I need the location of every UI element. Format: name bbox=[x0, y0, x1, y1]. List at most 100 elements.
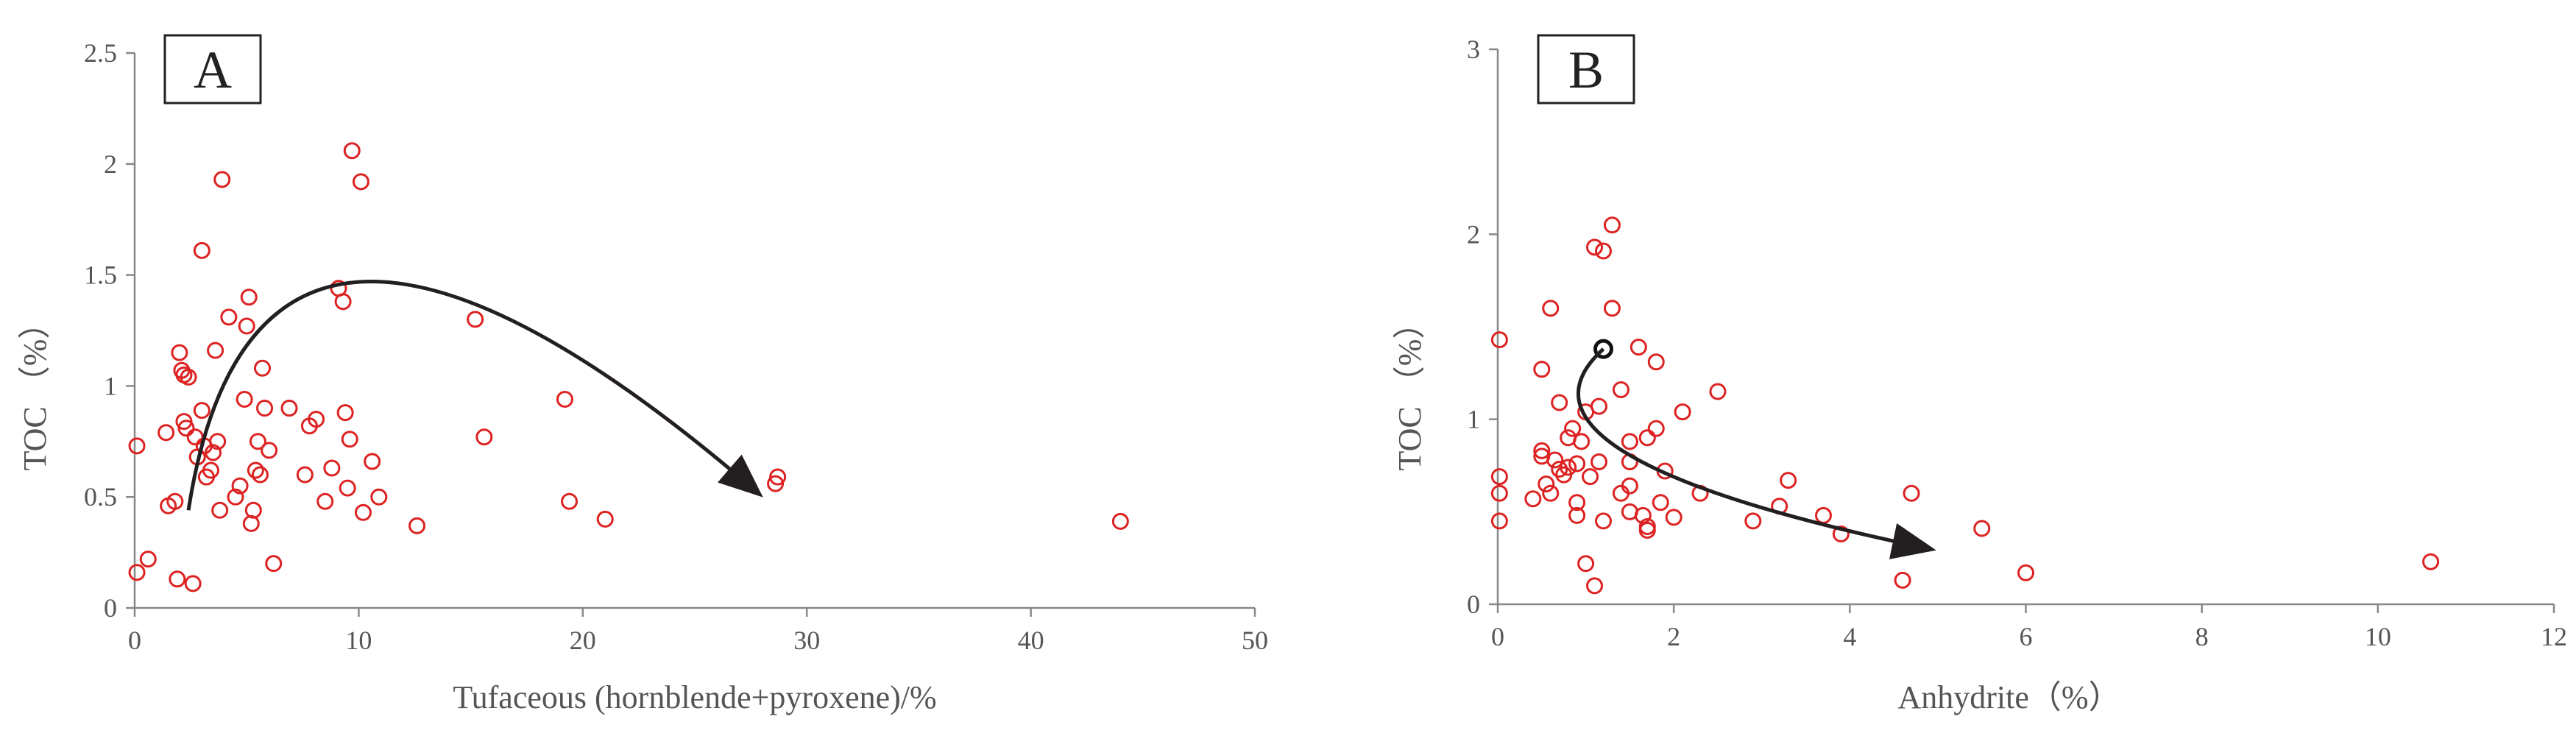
panel-a-data-point bbox=[227, 488, 244, 506]
panel-a-data-point bbox=[166, 492, 184, 510]
panel-a-data-point bbox=[323, 459, 341, 477]
panel-a-x-tick-label: 0 bbox=[128, 626, 141, 655]
panel-a-y-tick-label: 2 bbox=[104, 149, 117, 179]
panel-b-x-tick-label: 4 bbox=[1843, 622, 1856, 651]
panel-a-data-point bbox=[370, 488, 388, 506]
panel-b-y-axis-label: TOC （%） bbox=[1392, 307, 1428, 471]
panel-b-data-point bbox=[1577, 555, 1595, 573]
panel-b-data-point bbox=[1533, 361, 1551, 378]
panel-a-data-point bbox=[261, 442, 278, 459]
panel-b-data-point bbox=[1674, 403, 1691, 421]
panel-a-data-point bbox=[186, 428, 204, 446]
panel-a-trend-arrow bbox=[186, 280, 763, 511]
panel-a-data-point bbox=[128, 437, 146, 455]
panel-a-data-point bbox=[1111, 512, 1129, 530]
panel-b-data-point bbox=[1560, 459, 1577, 476]
panel-b-data-point bbox=[1603, 300, 1621, 317]
panel-b-data-point bbox=[1568, 455, 1586, 473]
panel-a-y-axis-label: TOC （%） bbox=[17, 307, 53, 471]
panel-a-data-point bbox=[354, 503, 372, 521]
panel-b-data-point bbox=[1590, 397, 1608, 415]
panel-a-data-point bbox=[202, 461, 219, 479]
panel-b-data-point bbox=[1709, 383, 1727, 400]
panel-b-label-box bbox=[1537, 34, 1635, 105]
panel-b-x-tick-label: 6 bbox=[2020, 622, 2033, 651]
panel-b-trend-start-point bbox=[1593, 339, 1613, 359]
panel-a-data-point bbox=[236, 390, 253, 408]
panel-a-data-point bbox=[343, 142, 361, 160]
panel-b-data-point bbox=[1634, 506, 1652, 524]
panel-a-data-point bbox=[475, 428, 493, 446]
panel-b-data-point bbox=[1586, 577, 1604, 595]
panel-a-data-point bbox=[247, 461, 264, 479]
panel-a-data-point bbox=[334, 293, 352, 311]
panel-b-data-point bbox=[1595, 512, 1612, 530]
panel-a-data-point bbox=[339, 479, 356, 497]
panel-b-x-tick-label: 2 bbox=[1667, 622, 1680, 651]
panel-b-data-point bbox=[1665, 509, 1682, 526]
panel-b-label: B bbox=[1568, 40, 1604, 99]
panel-b-data-point bbox=[1814, 506, 1832, 524]
panel-a-data-point bbox=[242, 514, 260, 532]
panel-b-data-point bbox=[2017, 564, 2034, 581]
panel-a-data-point bbox=[177, 420, 195, 437]
panel-a-data-point bbox=[209, 433, 227, 450]
panel-a-data-point bbox=[316, 492, 334, 510]
panel-b-data-point bbox=[1973, 520, 1991, 537]
panel-a-x-tick-label: 20 bbox=[570, 626, 596, 655]
panel-b-data-point bbox=[1490, 331, 1508, 349]
panel-b-y-tick-label: 0 bbox=[1467, 590, 1480, 619]
panel-b-data-point bbox=[1652, 494, 1669, 512]
panel-a-data-point bbox=[213, 171, 231, 188]
panel-a-data-point bbox=[231, 477, 249, 495]
panel-a-data-point bbox=[238, 317, 255, 335]
panel-b-data-point bbox=[1903, 484, 1920, 502]
panel-a-x-tick-label: 10 bbox=[345, 626, 372, 655]
panel-b-y-tick-label: 1 bbox=[1467, 405, 1480, 434]
panel-b-data-point bbox=[1638, 429, 1656, 447]
panel-b-data-point bbox=[1533, 442, 1551, 459]
panel-b-data-point bbox=[1647, 420, 1665, 437]
panel-b-x-tick-label: 10 bbox=[2365, 622, 2391, 651]
panel-a-data-point bbox=[193, 241, 210, 259]
panel-a-data-point bbox=[184, 575, 202, 592]
panel-b-y-tick-label: 3 bbox=[1467, 35, 1480, 64]
panel-a-x-tick-label: 30 bbox=[793, 626, 820, 655]
panel-a-data-point bbox=[169, 570, 186, 588]
panel-b-data-point bbox=[1490, 484, 1508, 502]
panel-b-data-point bbox=[1638, 517, 1656, 535]
panel-b-data-point bbox=[1524, 490, 1542, 508]
panel-a-data-point bbox=[265, 555, 283, 573]
panel-b-data-point bbox=[1595, 242, 1612, 260]
panel-b-data-point bbox=[1621, 433, 1638, 450]
panel-a-data-point bbox=[596, 510, 614, 528]
panel-b-data-point bbox=[1542, 484, 1560, 502]
panel-a-data-point bbox=[254, 359, 272, 377]
panel-a-y-tick-label: 0.5 bbox=[84, 482, 117, 512]
panel-b-data-point bbox=[1894, 571, 1911, 589]
panel-b-data-point bbox=[1586, 238, 1604, 256]
panel-a-data-point bbox=[180, 368, 197, 386]
panel-a-data-point bbox=[408, 517, 426, 534]
panel-a-y-tick-label: 0 bbox=[104, 593, 117, 623]
panel-a-x-axis-label: Tufaceous (hornblende+pyroxene)/% bbox=[453, 679, 936, 715]
panel-a-data-point bbox=[193, 402, 210, 420]
panel-b-data-point bbox=[2422, 553, 2440, 570]
panel-b-data-point bbox=[1582, 468, 1599, 486]
panel-a-data-point bbox=[244, 501, 262, 519]
panel-a-data-point bbox=[561, 492, 578, 510]
panel-a-label: A bbox=[194, 40, 232, 99]
panel-b-data-point bbox=[1621, 477, 1638, 495]
panel-a-data-point bbox=[364, 453, 381, 470]
panel-b-data-point bbox=[1573, 433, 1590, 450]
panel-a-data-point bbox=[341, 431, 358, 448]
panel-b-data-point bbox=[1590, 453, 1608, 470]
panel-a-data-point bbox=[467, 311, 484, 328]
panel-b-data-point bbox=[1744, 512, 1762, 530]
panel-a-data-point bbox=[296, 466, 314, 484]
panel-a-data-point bbox=[336, 404, 354, 422]
panel-b-data-point bbox=[1490, 468, 1508, 486]
panel-a-data-point bbox=[220, 308, 238, 326]
panel-b-data-point bbox=[1551, 394, 1568, 411]
